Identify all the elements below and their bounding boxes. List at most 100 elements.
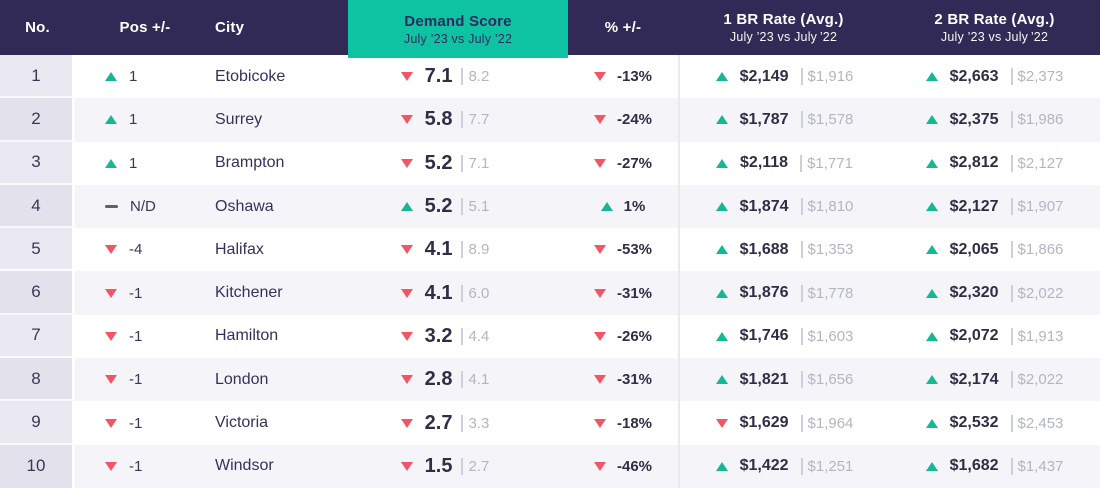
position-change-cell: -1 <box>75 401 215 444</box>
city-cell: Hamilton <box>215 315 348 358</box>
city-cell: London <box>215 358 348 401</box>
2br-rate-cell: $2,375 $1,986 <box>889 98 1100 141</box>
position-trend-icon <box>105 418 117 428</box>
2br-rate-current: $2,127 <box>949 197 999 215</box>
1br-trend-icon <box>715 245 728 255</box>
2br-rate-cell: $2,072 $1,913 <box>889 315 1100 358</box>
2br-rate-cell: $2,663 $2,373 <box>889 55 1100 98</box>
1br-trend-icon <box>715 115 728 125</box>
pct-change-value: -31% <box>616 371 653 389</box>
position-trend-icon <box>105 461 117 471</box>
position-change-cell: -4 <box>75 228 215 271</box>
1br-rate-current: $2,118 <box>740 154 789 172</box>
pct-change-value: -53% <box>616 241 653 259</box>
2br-trend-icon <box>925 418 938 428</box>
pct-trend-icon <box>593 418 606 428</box>
table-row: 5 -4 Halifax 4.1 8.9 -53% $1,688 $1,353 … <box>0 228 1100 272</box>
city-cell: Brampton <box>215 142 348 185</box>
1br-rate-current: $1,787 <box>739 110 789 128</box>
city-name: Kitchener <box>215 284 283 302</box>
demand-trend-icon <box>400 461 413 471</box>
1br-trend-icon <box>715 72 728 82</box>
position-trend-icon <box>105 205 118 209</box>
1br-rate-cell: $1,787 $1,578 <box>678 98 889 142</box>
rank-cell: 2 <box>0 98 75 142</box>
demand-score-previous: 4.4 <box>461 328 489 345</box>
pct-change-value: -26% <box>616 327 653 345</box>
2br-rate-current: $2,663 <box>949 67 999 85</box>
position-change-value: N/D <box>130 198 156 216</box>
rank-number: 3 <box>31 152 41 172</box>
demand-score-cell: 4.1 8.9 <box>348 228 568 271</box>
1br-trend-icon <box>716 158 729 168</box>
rank-number: 8 <box>31 368 41 388</box>
2br-rate-previous: $1,913 <box>1011 328 1064 345</box>
1br-rate-previous: $1,353 <box>801 241 854 258</box>
demand-trend-icon <box>400 202 413 212</box>
demand-score-previous: 8.2 <box>461 68 489 85</box>
2br-rate-cell: $1,682 $1,437 <box>889 445 1100 488</box>
city-name: Victoria <box>215 414 269 432</box>
demand-trend-icon <box>400 375 413 385</box>
demand-score-cell: 4.1 6.0 <box>348 271 568 314</box>
city-cell: Halifax <box>215 228 348 271</box>
col-header-no: No. <box>0 0 75 55</box>
1br-rate-subtitle: July ’23 vs July ’22 <box>729 30 838 44</box>
table-header-row: No. Pos +/- City Demand Score July ’23 v… <box>0 0 1100 58</box>
position-trend-icon <box>105 331 117 341</box>
rank-number: 4 <box>31 195 41 215</box>
table-row: 7 -1 Hamilton 3.2 4.4 -26% $1,746 $1,603… <box>0 314 1100 359</box>
1br-rate-current: $1,688 <box>739 240 789 258</box>
2br-trend-icon <box>925 288 938 298</box>
2br-trend-icon <box>925 331 938 341</box>
rank-cell: 7 <box>0 314 75 359</box>
city-name: Hamilton <box>215 327 279 345</box>
demand-score-previous: 4.1 <box>461 371 489 388</box>
city-name: Halifax <box>215 240 264 258</box>
2br-trend-icon <box>925 202 938 212</box>
rank-number: 5 <box>31 238 41 258</box>
demand-score-current: 2.8 <box>424 368 453 391</box>
col-header-demand-score: Demand Score July ’23 vs July ’22 <box>348 0 568 58</box>
city-cell: Windsor <box>215 445 348 488</box>
position-change-cell: 1 <box>75 142 215 185</box>
pct-trend-icon <box>593 375 606 385</box>
2br-rate-title: 2 BR Rate (Avg.) <box>934 11 1055 28</box>
2br-trend-icon <box>925 375 938 385</box>
rank-cell: 6 <box>0 271 75 315</box>
demand-score-current: 2.7 <box>424 411 453 434</box>
2br-trend-icon <box>925 115 938 125</box>
col-header-no-label: No. <box>25 19 50 36</box>
pct-trend-icon <box>593 72 606 82</box>
pct-change-cell: -46% <box>568 445 678 488</box>
1br-rate-current: $2,149 <box>739 67 789 85</box>
1br-rate-previous: $1,251 <box>801 458 854 475</box>
2br-trend-icon <box>925 72 938 82</box>
demand-trend-icon <box>400 158 413 168</box>
rank-number: 10 <box>26 456 46 476</box>
demand-trend-icon <box>400 418 413 428</box>
position-change-value: 1 <box>129 68 138 86</box>
city-name: Oshawa <box>215 197 274 215</box>
2br-rate-previous: $1,986 <box>1011 111 1064 128</box>
col-header-pct-change: % +/- <box>568 0 678 55</box>
1br-rate-previous: $1,810 <box>801 198 854 215</box>
2br-rate-previous: $1,437 <box>1011 458 1064 475</box>
demand-score-previous: 8.9 <box>461 241 489 258</box>
table-row: 3 1 Brampton 5.2 7.1 -27% $2,118 $1,771 … <box>0 141 1100 185</box>
rank-cell: 5 <box>0 228 75 272</box>
position-trend-icon <box>105 115 117 125</box>
rank-cell: 9 <box>0 401 75 445</box>
pct-trend-icon <box>593 245 606 255</box>
rank-cell: 8 <box>0 358 75 402</box>
city-cell: Victoria <box>215 401 348 444</box>
demand-score-subtitle: July ’23 vs July ’22 <box>403 31 513 46</box>
2br-rate-cell: $2,812 $2,127 <box>889 142 1100 185</box>
position-change-value: -1 <box>129 457 143 475</box>
pct-change-value: -31% <box>616 284 653 302</box>
1br-rate-previous: $1,964 <box>801 415 854 432</box>
table-row: 6 -1 Kitchener 4.1 6.0 -31% $1,876 $1,77… <box>0 271 1100 315</box>
2br-rate-cell: $2,320 $2,022 <box>889 271 1100 314</box>
pct-change-cell: -31% <box>568 358 678 401</box>
1br-rate-cell: $2,149 $1,916 <box>678 55 889 99</box>
